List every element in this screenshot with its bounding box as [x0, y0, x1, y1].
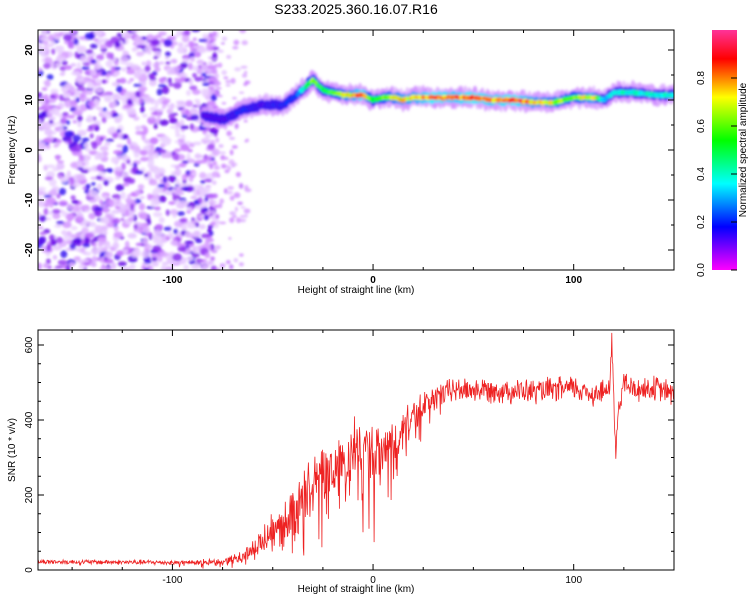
spectrogram-xtick-label: 0 [370, 275, 376, 286]
snr-panel: -100 0 100 0 200 400 600 Height of straight li… [7, 329, 675, 595]
colorbar-label: Normalized spectral amplitude [738, 82, 749, 217]
colorbar-tick-label: 0.8 [696, 71, 707, 85]
snr-xtick-label: 100 [565, 575, 582, 586]
colorbar-tick-label: 0.6 [696, 119, 707, 133]
snr-ytick-label: 0 [24, 567, 35, 573]
spectrogram-ytick-label: -10 [24, 192, 35, 207]
snr-axes: -100 0 100 0 200 400 600 [24, 330, 675, 586]
spectrogram-xtick-label: 100 [565, 275, 582, 286]
spectrogram-heatmap [38, 30, 674, 270]
snr-ytick-label: 400 [24, 411, 35, 428]
spectrogram-ytick-label: 20 [24, 44, 35, 56]
snr-ytick-label: 200 [24, 486, 35, 503]
snr-frame [37, 329, 675, 571]
colorbar-gradient [712, 30, 737, 270]
snr-ytick-label: 600 [24, 336, 35, 353]
spectrogram-ytick-label: 0 [24, 147, 35, 153]
snr-ylabel: SNR (10 * v/v) [7, 418, 18, 482]
spectrogram-xlabel: Height of straight line (km) [298, 285, 415, 296]
spectrogram-ylabel: Frequency (Hz) [7, 116, 18, 185]
spectrogram-ridge [200, 69, 674, 131]
spectrogram-noise [38, 30, 252, 270]
snr-xtick-label: 0 [370, 575, 376, 586]
spectrogram-ytick-label: 10 [24, 94, 35, 106]
colorbar-tick-label: 0.2 [696, 215, 707, 229]
colorbar: 0.0 0.2 0.4 0.6 0.8 Normalized spectral ampl… [696, 30, 749, 277]
figure-title: S233.2025.360.16.07.R16 [274, 1, 438, 17]
snr-series-line [38, 332, 674, 569]
colorbar-ticks: 0.0 0.2 0.4 0.6 0.8 [696, 71, 737, 277]
spectrogram-ytick-label: -20 [24, 242, 35, 257]
snr-xtick-label: -100 [162, 575, 182, 586]
snr-xlabel: Height of straight line (km) [298, 584, 415, 595]
colorbar-tick-label: 0.4 [696, 167, 707, 181]
spectrogram-xtick-label: -100 [162, 275, 182, 286]
colorbar-tick-label: 0.0 [696, 263, 707, 277]
